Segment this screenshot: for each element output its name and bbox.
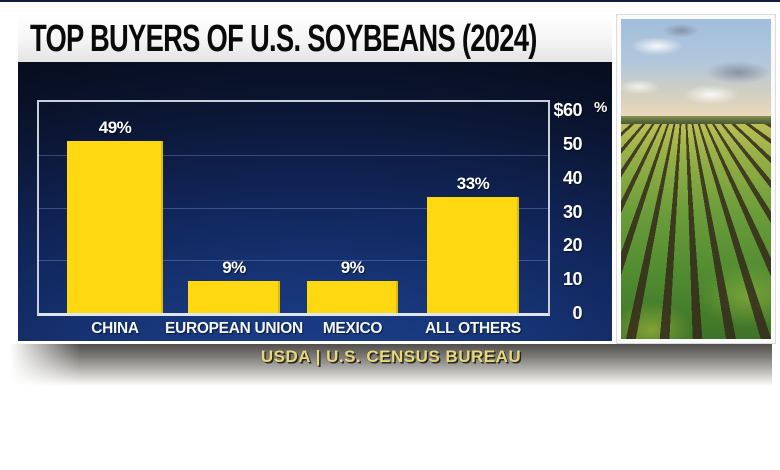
top-border-line: [0, 0, 780, 2]
bar-china: [67, 141, 163, 313]
plot-area: 49% 9% 9% 33%: [37, 100, 550, 316]
bar-mexico: [307, 281, 398, 313]
category-label-china: CHINA: [91, 320, 139, 337]
y-tick-label: 50: [562, 134, 583, 154]
category-label-mexico: MEXICO: [322, 320, 383, 337]
bar-value-label: 9%: [340, 258, 365, 277]
bar-value-label: 9%: [222, 258, 246, 277]
y-tick-label: 20: [562, 235, 583, 255]
y-tick-label: 10: [562, 269, 583, 289]
gridline: [39, 155, 548, 156]
y-tick-label: 30: [562, 202, 583, 222]
photo-sky: [621, 19, 771, 116]
source-attribution: USDA | U.S. CENSUS BUREAU: [260, 347, 522, 366]
percent-unit-label: %: [594, 99, 608, 116]
bar-value-label: 49%: [98, 118, 132, 137]
photo-treeline: [621, 116, 771, 124]
headline-banner: TOP BUYERS OF U.S. SOYBEANS (2024): [18, 15, 612, 62]
category-label-european-union: EUROPEAN UNION: [165, 320, 303, 337]
photo-crop-rows: [621, 124, 771, 339]
bar-european-union: [188, 281, 280, 313]
chart-panel: 49% 9% 9% 33% CHINA EUROPEAN UNION MEXICO ALL …: [18, 62, 612, 341]
y-tick-label: 0: [572, 303, 582, 323]
soybean-field-photo: [617, 15, 775, 343]
y-tick-label: 40: [562, 168, 583, 188]
gridline: [39, 260, 548, 261]
bar-all-others: [427, 197, 519, 313]
y-tick-label: $60: [553, 100, 582, 120]
bar-value-label: 33%: [456, 174, 490, 193]
gridline: [39, 208, 548, 209]
category-label-all-others: ALL OTHERS: [425, 320, 521, 337]
chart-title: TOP BUYERS OF U.S. SOYBEANS (2024): [30, 18, 537, 60]
source-bar: USDA | U.S. CENSUS BUREAU: [10, 344, 772, 386]
